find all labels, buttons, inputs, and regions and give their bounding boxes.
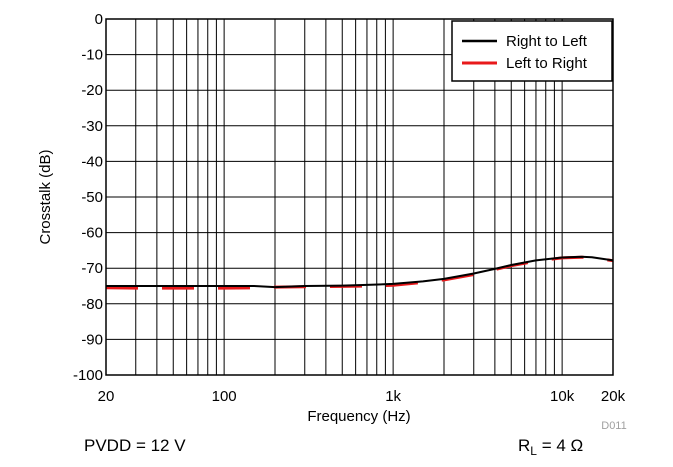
- y-tick-label: -40: [81, 153, 103, 170]
- legend: Right to Left Left to Right: [451, 20, 613, 82]
- y-tick-label: 0: [95, 11, 103, 28]
- y-tick-label: -100: [73, 367, 103, 384]
- series-lines: [105, 255, 614, 290]
- y-tick-label: -10: [81, 47, 103, 64]
- y-tick-label: -50: [81, 189, 103, 206]
- legend-label-right-to-left: Right to Left: [506, 33, 588, 50]
- series-line-left-to-right: [105, 255, 614, 290]
- figure-code: D011: [601, 420, 626, 432]
- y-axis-label: Crosstalk (dB): [37, 149, 54, 244]
- y-tick-label: -60: [81, 225, 103, 242]
- y-tick-label: -20: [81, 82, 103, 99]
- x-tick-label: 20k: [601, 388, 626, 405]
- plot-border: [105, 18, 614, 376]
- y-tick-label: -80: [81, 296, 103, 313]
- legend-box: [451, 20, 613, 82]
- y-tick-label: -30: [81, 118, 103, 135]
- grid: [106, 19, 613, 375]
- legend-label-left-to-right: Left to Right: [506, 55, 588, 72]
- y-tick-label: -90: [81, 331, 103, 348]
- rl-note-subscript: L: [530, 444, 537, 458]
- rl-note: RL = 4 Ω: [518, 436, 583, 458]
- x-axis-label: Frequency (Hz): [307, 408, 410, 425]
- x-tick-labels: 20 100 1k 10k 20k: [98, 388, 626, 405]
- y-tick-label: -70: [81, 260, 103, 277]
- series-line-right-to-left: [106, 255, 614, 289]
- pvdd-note: PVDD = 12 V: [84, 436, 186, 455]
- x-tick-label: 1k: [385, 388, 401, 405]
- rl-note-tail: = 4 Ω: [537, 436, 583, 455]
- rl-note-main: R: [518, 436, 530, 455]
- y-tick-labels: 0 -10 -20 -30 -40 -50 -60 -70 -80 -90 -100: [73, 11, 103, 384]
- x-tick-label: 10k: [550, 388, 575, 405]
- x-tick-label: 20: [98, 388, 115, 405]
- x-tick-label: 100: [212, 388, 237, 405]
